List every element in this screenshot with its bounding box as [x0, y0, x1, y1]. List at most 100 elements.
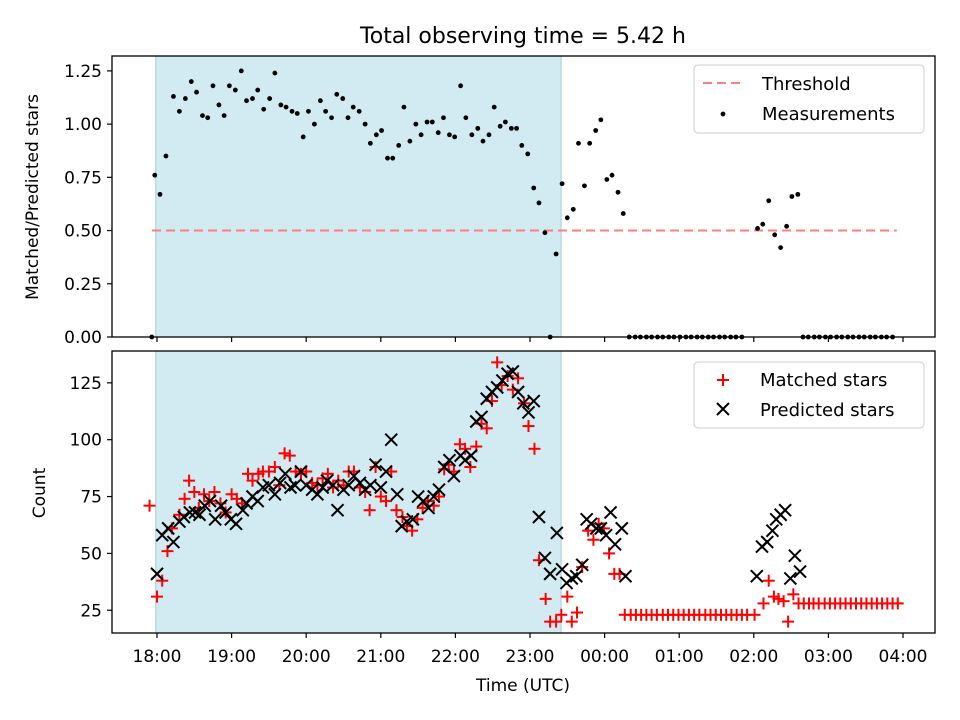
matched-star-marker [197, 488, 210, 501]
predicted-star-marker-b [532, 510, 546, 524]
matched-star-marker [772, 592, 785, 605]
predicted-stars-points [150, 364, 807, 590]
predicted-star-marker [273, 476, 287, 490]
measurement-point [441, 115, 446, 121]
predicted-star-marker [342, 478, 356, 492]
matched-star-marker [480, 422, 493, 435]
matched-star-marker [777, 595, 790, 608]
measurement-point [429, 119, 435, 125]
top-y-axis-label: Matched/Predicted stars [23, 94, 43, 300]
matched-star-marker [748, 608, 761, 621]
predicted-star-marker [262, 478, 276, 492]
measurement-point [463, 115, 469, 121]
matched-star-marker [294, 467, 307, 480]
measurement-point [188, 79, 194, 84]
bottom-legend-box [693, 361, 925, 429]
measurement-point [362, 121, 368, 127]
predicted-star-marker-b [299, 478, 313, 492]
measurement-point [452, 134, 458, 140]
measurement-point [250, 96, 255, 101]
measurement-point [200, 113, 205, 119]
measurement-point [778, 245, 784, 250]
measurement-point [312, 121, 317, 127]
measurement-point [345, 115, 351, 121]
predicted-star-marker [288, 478, 302, 492]
matched-star-marker [539, 592, 552, 605]
measurement-point [329, 115, 334, 121]
predicted-star-marker-b [342, 478, 356, 492]
measurement-point [221, 113, 227, 119]
measurement-point [760, 221, 766, 227]
top-y-tick-label: 0.25 [64, 275, 102, 295]
predicted-star-marker-b [161, 521, 175, 536]
measurement-point [795, 191, 801, 197]
measurement-point [232, 87, 238, 93]
top-y-tick-label: 0.50 [64, 222, 102, 242]
measurement-point [205, 115, 211, 121]
matched-star-marker [565, 615, 578, 628]
predicted-star-marker-b [599, 528, 613, 542]
top-x-ticks [156, 337, 904, 342]
measurement-point [497, 123, 503, 129]
matched-star-marker [327, 481, 340, 494]
predicted-star-marker [442, 453, 457, 467]
predicted-star-marker-b [229, 517, 243, 531]
x-tick-label: 04:00 [879, 647, 928, 667]
matched-star-marker [782, 615, 795, 628]
measurement-point [582, 183, 587, 189]
predicted-star-marker-b [406, 512, 420, 526]
bottom-y-axis-label: Count [30, 467, 50, 518]
x-tick-label: 23:00 [506, 647, 555, 667]
x-tick-label: 18:00 [133, 647, 182, 667]
predicted-star-marker [618, 569, 633, 583]
predicted-star-marker-b [177, 510, 191, 524]
predicted-star-marker-b [447, 469, 461, 483]
predicted-star-marker-b [615, 521, 629, 536]
matched-star-marker [369, 460, 382, 473]
measurement-point [272, 70, 278, 76]
predicted-star-marker [315, 480, 330, 495]
measurement-point [238, 68, 244, 74]
measurement-point [772, 232, 778, 238]
top-y-tick-label: 1.25 [64, 62, 102, 82]
measurement-point [553, 251, 559, 257]
matched-star-marker [390, 504, 403, 517]
measurement-point [508, 125, 514, 131]
measurement-point [514, 125, 519, 131]
predicted-star-marker-b [765, 523, 780, 538]
predicted-star-marker [480, 392, 494, 406]
predicted-star-marker [778, 503, 792, 517]
matched-star-marker [363, 504, 376, 517]
predicted-star-marker-b [793, 564, 807, 579]
predicted-star-marker [299, 478, 313, 492]
predicted-star-marker [783, 571, 798, 586]
predicted-star-marker-b [760, 535, 774, 549]
measurement-point [519, 143, 525, 148]
matched-star-marker [173, 508, 186, 521]
measurement-point [340, 96, 346, 101]
threshold-legend-label: Threshold [761, 74, 851, 95]
matched-star-marker [787, 588, 800, 601]
measurement-point [576, 140, 581, 146]
predicted-star-marker-b [150, 567, 164, 581]
measurement-point [216, 102, 222, 108]
predicted-star-marker-b [750, 569, 764, 583]
measurement-point [413, 121, 419, 127]
measurement-point [542, 230, 548, 236]
x-tick-label: 21:00 [356, 647, 405, 667]
measurements-legend-label: Measurements [762, 104, 895, 125]
chart-title: Total observing time = 5.42 h [359, 24, 686, 49]
predicted-star-marker [464, 448, 478, 463]
x-tick-label: 19:00 [207, 647, 256, 667]
predicted-star-marker [543, 567, 557, 581]
measurement-point [491, 104, 497, 110]
matched-star-marker [570, 606, 583, 619]
matched-star-marker [528, 442, 541, 455]
predicted-star-marker-b [555, 562, 569, 577]
measurement-point [784, 223, 790, 229]
predicted-star-marker [750, 569, 764, 583]
predicted-star-marker-b [188, 505, 202, 520]
measurement-point [152, 172, 158, 178]
measurement-point [261, 106, 267, 112]
predicted-star-marker [427, 489, 441, 504]
